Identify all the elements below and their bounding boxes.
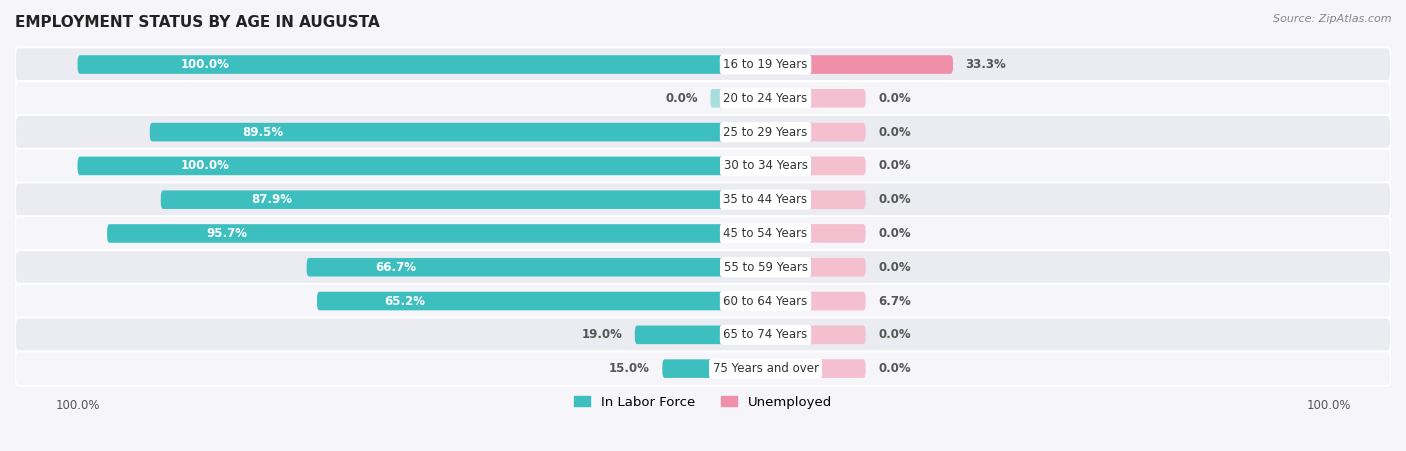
Text: 66.7%: 66.7% — [375, 261, 416, 274]
Text: 19.0%: 19.0% — [582, 328, 623, 341]
Text: 0.0%: 0.0% — [879, 126, 911, 138]
FancyBboxPatch shape — [765, 123, 866, 142]
Text: 55 to 59 Years: 55 to 59 Years — [724, 261, 807, 274]
Text: 65 to 74 Years: 65 to 74 Years — [724, 328, 807, 341]
Text: 75 Years and over: 75 Years and over — [713, 362, 818, 375]
FancyBboxPatch shape — [765, 224, 866, 243]
Text: 89.5%: 89.5% — [242, 126, 283, 138]
FancyBboxPatch shape — [307, 258, 765, 276]
FancyBboxPatch shape — [160, 190, 765, 209]
Text: 0.0%: 0.0% — [879, 227, 911, 240]
Text: 6.7%: 6.7% — [879, 295, 911, 308]
FancyBboxPatch shape — [765, 55, 953, 74]
FancyBboxPatch shape — [107, 224, 765, 243]
Text: EMPLOYMENT STATUS BY AGE IN AUGUSTA: EMPLOYMENT STATUS BY AGE IN AUGUSTA — [15, 15, 380, 30]
Text: 15.0%: 15.0% — [609, 362, 650, 375]
FancyBboxPatch shape — [765, 359, 866, 378]
FancyBboxPatch shape — [15, 284, 1391, 318]
Text: Source: ZipAtlas.com: Source: ZipAtlas.com — [1274, 14, 1392, 23]
Legend: In Labor Force, Unemployed: In Labor Force, Unemployed — [569, 390, 837, 414]
FancyBboxPatch shape — [15, 183, 1391, 217]
FancyBboxPatch shape — [77, 55, 765, 74]
FancyBboxPatch shape — [15, 250, 1391, 285]
Text: 65.2%: 65.2% — [384, 295, 425, 308]
Text: 95.7%: 95.7% — [205, 227, 247, 240]
FancyBboxPatch shape — [765, 292, 866, 310]
FancyBboxPatch shape — [765, 89, 866, 108]
Text: 87.9%: 87.9% — [252, 193, 292, 206]
FancyBboxPatch shape — [15, 149, 1391, 183]
Text: 0.0%: 0.0% — [879, 159, 911, 172]
Text: 0.0%: 0.0% — [879, 261, 911, 274]
FancyBboxPatch shape — [15, 81, 1391, 115]
Text: 60 to 64 Years: 60 to 64 Years — [724, 295, 807, 308]
Text: 30 to 34 Years: 30 to 34 Years — [724, 159, 807, 172]
Text: 0.0%: 0.0% — [879, 328, 911, 341]
FancyBboxPatch shape — [15, 216, 1391, 251]
Text: 45 to 54 Years: 45 to 54 Years — [724, 227, 807, 240]
FancyBboxPatch shape — [636, 326, 765, 344]
Text: 0.0%: 0.0% — [665, 92, 697, 105]
Text: 100.0%: 100.0% — [181, 159, 229, 172]
FancyBboxPatch shape — [662, 359, 765, 378]
Text: 0.0%: 0.0% — [879, 362, 911, 375]
Text: 0.0%: 0.0% — [879, 193, 911, 206]
FancyBboxPatch shape — [15, 318, 1391, 352]
Text: 100.0%: 100.0% — [181, 58, 229, 71]
FancyBboxPatch shape — [77, 156, 765, 175]
FancyBboxPatch shape — [15, 351, 1391, 386]
FancyBboxPatch shape — [15, 47, 1391, 82]
FancyBboxPatch shape — [765, 190, 866, 209]
Text: 20 to 24 Years: 20 to 24 Years — [724, 92, 807, 105]
FancyBboxPatch shape — [765, 156, 866, 175]
Text: 33.3%: 33.3% — [966, 58, 1007, 71]
Text: 25 to 29 Years: 25 to 29 Years — [724, 126, 807, 138]
FancyBboxPatch shape — [765, 258, 866, 276]
Text: 16 to 19 Years: 16 to 19 Years — [723, 58, 807, 71]
Text: 35 to 44 Years: 35 to 44 Years — [724, 193, 807, 206]
FancyBboxPatch shape — [710, 89, 765, 108]
FancyBboxPatch shape — [15, 115, 1391, 149]
FancyBboxPatch shape — [150, 123, 765, 142]
Text: 0.0%: 0.0% — [879, 92, 911, 105]
FancyBboxPatch shape — [765, 326, 866, 344]
FancyBboxPatch shape — [316, 292, 765, 310]
